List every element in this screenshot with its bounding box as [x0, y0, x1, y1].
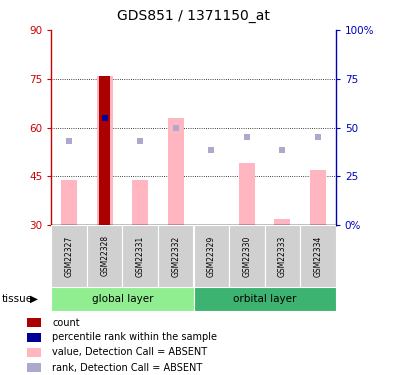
Bar: [51, 287, 194, 311]
Bar: [239, 163, 255, 225]
Bar: [27, 363, 41, 372]
Text: rank, Detection Call = ABSENT: rank, Detection Call = ABSENT: [52, 363, 202, 372]
Text: orbital layer: orbital layer: [233, 294, 296, 304]
Bar: [61, 180, 77, 225]
Bar: [168, 118, 184, 225]
Bar: [300, 225, 336, 287]
Bar: [27, 318, 41, 327]
Bar: [229, 225, 265, 287]
Text: ▶: ▶: [30, 294, 38, 304]
Bar: [27, 348, 41, 357]
Text: tissue: tissue: [2, 294, 33, 304]
Text: count: count: [52, 318, 80, 327]
Bar: [310, 170, 326, 225]
Bar: [87, 225, 122, 287]
Bar: [158, 225, 194, 287]
Bar: [97, 75, 113, 225]
Bar: [194, 225, 229, 287]
Bar: [27, 333, 41, 342]
Text: value, Detection Call = ABSENT: value, Detection Call = ABSENT: [52, 348, 207, 357]
Bar: [265, 225, 300, 287]
Text: GSM22328: GSM22328: [100, 236, 109, 276]
Bar: [100, 75, 110, 225]
Bar: [194, 287, 336, 311]
Bar: [132, 180, 148, 225]
Bar: [275, 219, 290, 225]
Text: GDS851 / 1371150_at: GDS851 / 1371150_at: [117, 9, 270, 23]
Text: percentile rank within the sample: percentile rank within the sample: [52, 333, 217, 342]
Text: GSM22333: GSM22333: [278, 235, 287, 277]
Text: global layer: global layer: [92, 294, 153, 304]
Text: GSM22331: GSM22331: [136, 236, 145, 277]
Text: GSM22332: GSM22332: [171, 236, 180, 277]
Bar: [122, 225, 158, 287]
Text: GSM22334: GSM22334: [314, 235, 322, 277]
Bar: [51, 225, 87, 287]
Text: GSM22329: GSM22329: [207, 236, 216, 277]
Text: GSM22327: GSM22327: [65, 236, 73, 277]
Text: GSM22330: GSM22330: [243, 235, 251, 277]
